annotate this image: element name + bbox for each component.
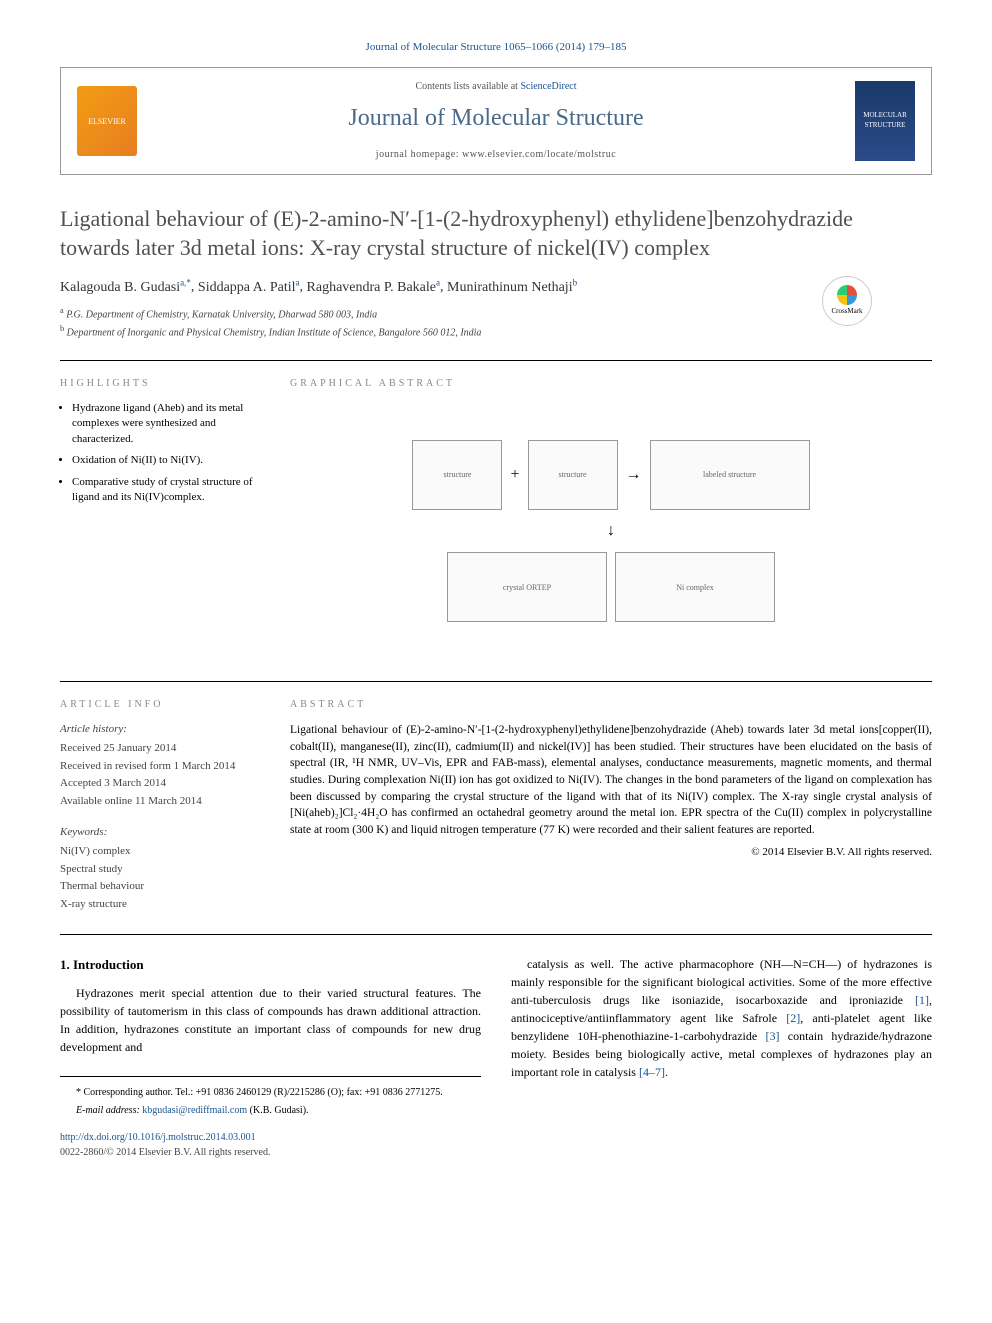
affiliation: b Department of Inorganic and Physical C… [60, 323, 932, 340]
issn-copyright: 0022-2860/© 2014 Elsevier B.V. All right… [60, 1145, 481, 1160]
divider [60, 681, 932, 682]
email-line: E-mail address: kbgudasi@rediffmail.com … [60, 1103, 481, 1118]
crystal-diagram: crystal ORTEP [447, 552, 607, 622]
affiliation: a P.G. Department of Chemistry, Karnatak… [60, 305, 932, 322]
info-abstract-row: ARTICLE INFO Article history: Received 2… [60, 698, 932, 914]
keyword: Spectral study [60, 862, 260, 877]
history-label: Article history: [60, 722, 260, 737]
history-item: Received in revised form 1 March 2014 [60, 759, 260, 774]
sciencedirect-link[interactable]: ScienceDirect [520, 81, 576, 92]
graphical-col: GRAPHICAL ABSTRACT structure + structure… [290, 377, 932, 661]
intro-paragraph: Hydrazones merit special attention due t… [60, 984, 481, 1056]
contents-available: Contents lists available at ScienceDirec… [137, 80, 855, 94]
intro-paragraph: catalysis as well. The active pharmacoph… [511, 955, 932, 1081]
authors-line: Kalagouda B. Gudasia,*, Siddappa A. Pati… [60, 276, 932, 297]
contents-prefix: Contents lists available at [415, 81, 520, 92]
body-columns: 1. Introduction Hydrazones merit special… [60, 955, 932, 1161]
graphical-abstract: structure + structure → labeled structur… [290, 401, 932, 661]
keyword: X-ray structure [60, 897, 260, 912]
reactant-2: structure [528, 440, 618, 510]
ref-link[interactable]: [1] [915, 993, 929, 1007]
arrow-icon: → [626, 464, 642, 486]
author: Munirathinum Nethajib [447, 280, 577, 295]
crystal-row: crystal ORTEP Ni complex [447, 552, 775, 622]
title-wrap: Ligational behaviour of (E)-2-amino-N′-[… [60, 205, 932, 262]
homepage-label: journal homepage: [376, 149, 462, 160]
crossmark-icon [837, 285, 857, 305]
highlights-col: HIGHLIGHTS Hydrazone ligand (Aheb) and i… [60, 377, 260, 661]
article-history: Article history: Received 25 January 201… [60, 722, 260, 809]
graphical-heading: GRAPHICAL ABSTRACT [290, 377, 932, 391]
intro-heading: 1. Introduction [60, 955, 481, 975]
highlights-list: Hydrazone ligand (Aheb) and its metal co… [60, 401, 260, 505]
author: Kalagouda B. Gudasia,* [60, 280, 191, 295]
complex-diagram: Ni complex [615, 552, 775, 622]
crossmark-label: CrossMark [831, 307, 862, 317]
history-item: Received 25 January 2014 [60, 741, 260, 756]
abstract-copyright: © 2014 Elsevier B.V. All rights reserved… [290, 845, 932, 860]
highlight-item: Oxidation of Ni(II) to Ni(IV). [72, 453, 260, 468]
ref-link[interactable]: [4–7] [639, 1065, 665, 1079]
header-center: Contents lists available at ScienceDirec… [137, 80, 855, 162]
corresponding-footnote: * Corresponding author. Tel.: +91 0836 2… [60, 1076, 481, 1118]
affiliations: a P.G. Department of Chemistry, Karnatak… [60, 305, 932, 340]
product-structure: labeled structure [650, 440, 810, 510]
article-info-heading: ARTICLE INFO [60, 698, 260, 712]
journal-cover-thumb: MOLECULAR STRUCTURE [855, 81, 915, 161]
divider [60, 360, 932, 361]
reactant-1: structure [412, 440, 502, 510]
plus-icon: + [510, 464, 519, 486]
highlights-heading: HIGHLIGHTS [60, 377, 260, 391]
highlight-item: Comparative study of crystal structure o… [72, 475, 260, 506]
abstract-text: Ligational behaviour of (E)-2-amino-N′-[… [290, 722, 932, 839]
history-item: Available online 11 March 2014 [60, 794, 260, 809]
journal-header: ELSEVIER Contents lists available at Sci… [60, 67, 932, 175]
highlights-graphical-row: HIGHLIGHTS Hydrazone ligand (Aheb) and i… [60, 377, 932, 661]
doi-link[interactable]: http://dx.doi.org/10.1016/j.molstruc.201… [60, 1130, 481, 1145]
elsevier-logo: ELSEVIER [77, 86, 137, 156]
corresponding-author: * Corresponding author. Tel.: +91 0836 2… [60, 1085, 481, 1100]
email-label: E-mail address: [76, 1105, 142, 1116]
history-item: Accepted 3 March 2014 [60, 776, 260, 791]
ref-link[interactable]: [3] [765, 1029, 779, 1043]
email-who: (K.B. Gudasi). [247, 1105, 308, 1116]
journal-homepage: journal homepage: www.elsevier.com/locat… [137, 148, 855, 162]
down-arrow-icon: ↓ [607, 520, 615, 542]
author: Raghavendra P. Bakalea [307, 280, 440, 295]
author: Siddappa A. Patila [198, 280, 300, 295]
citation-line: Journal of Molecular Structure 1065–1066… [60, 40, 932, 55]
abstract-heading: ABSTRACT [290, 698, 932, 712]
ref-link[interactable]: [2] [786, 1011, 800, 1025]
article-info-col: ARTICLE INFO Article history: Received 2… [60, 698, 260, 914]
reaction-row: structure + structure → labeled structur… [412, 440, 809, 510]
keywords-block: Keywords: Ni(IV) complex Spectral study … [60, 825, 260, 912]
keywords-label: Keywords: [60, 825, 260, 840]
homepage-url[interactable]: www.elsevier.com/locate/molstruc [462, 149, 616, 160]
journal-title: Journal of Molecular Structure [137, 102, 855, 136]
article-title: Ligational behaviour of (E)-2-amino-N′-[… [60, 205, 932, 262]
highlight-item: Hydrazone ligand (Aheb) and its metal co… [72, 401, 260, 447]
divider [60, 934, 932, 935]
keyword: Thermal behaviour [60, 879, 260, 894]
crossmark-badge[interactable]: CrossMark [822, 276, 872, 326]
email-address[interactable]: kbgudasi@rediffmail.com [142, 1105, 247, 1116]
keyword: Ni(IV) complex [60, 844, 260, 859]
abstract-col: ABSTRACT Ligational behaviour of (E)-2-a… [290, 698, 932, 914]
